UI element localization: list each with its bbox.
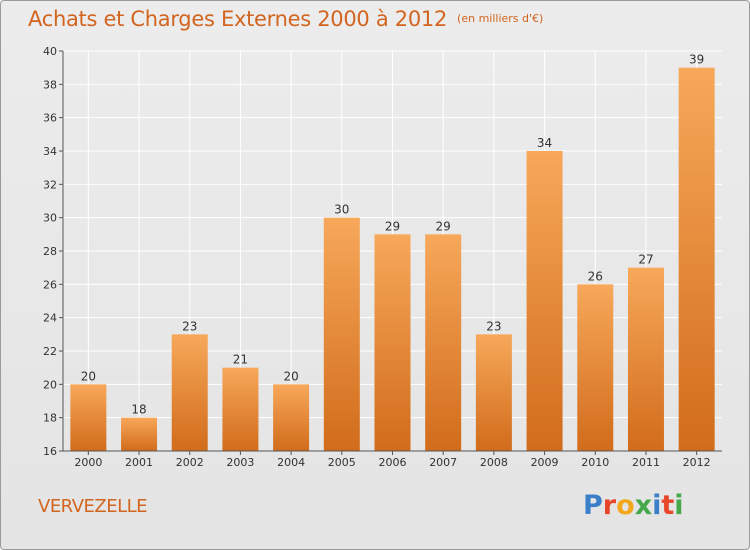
x-tick-label-2010: 2010 [581,456,609,469]
x-tick-label-2007: 2007 [429,456,457,469]
x-tick-label-2001: 2001 [125,456,153,469]
y-tick-label: 16 [43,445,57,458]
bar-2004 [273,384,310,451]
x-tick-label-2008: 2008 [480,456,508,469]
x-tick-label-2003: 2003 [226,456,254,469]
y-tick-label: 26 [43,278,57,291]
bar-2012 [678,67,715,452]
bar-2001 [121,417,158,451]
data-label-2011: 27 [638,253,653,267]
x-tick-label-2009: 2009 [531,456,559,469]
data-label-2008: 23 [486,319,501,333]
logo-letter: P [583,490,603,521]
y-tick-label: 24 [43,312,57,325]
x-tick-label-2004: 2004 [277,456,305,469]
data-label-2009: 34 [537,136,552,150]
bar-2006 [374,234,411,451]
x-tick-label-2000: 2000 [74,456,102,469]
bar-2000 [70,384,107,451]
y-tick-label: 40 [43,45,57,58]
data-label-2005: 30 [334,203,349,217]
bar-2005 [323,217,360,451]
data-label-2004: 20 [283,369,298,383]
commune-name: VERVEZELLE [38,496,148,517]
proxiti-logo[interactable]: Proxiti [583,490,684,521]
bar-2003 [222,367,259,451]
logo-letter: o [616,490,635,521]
data-label-2000: 20 [81,369,96,383]
bar-2007 [425,234,462,451]
axis-layer: 16 18 20 22 24 26 28 30 32 34 36 38 40 2000 2001 2002 20… [43,45,722,469]
y-tick-label: 18 [43,412,57,425]
y-tick-label: 34 [43,145,57,158]
data-label-2006: 29 [385,219,400,233]
bar-2008 [475,334,512,451]
bar-2009 [526,151,563,451]
y-tick-label: 22 [43,345,57,358]
unit-text: (en milliers d'€) [457,12,544,25]
y-tick-label: 28 [43,245,57,258]
y-tick-label: 36 [43,112,57,125]
y-tick-label: 20 [43,378,57,391]
bar-layer: 20 18 23 21 20 30 29 29 23 34 26 27 39 [70,53,715,452]
bar-2002 [171,334,208,451]
data-label-2002: 23 [182,319,197,333]
x-tick-label-2011: 2011 [632,456,660,469]
title-text: Achats et Charges Externes 2000 à 2012 [28,7,448,31]
y-tick-label: 38 [43,78,57,91]
bar-2010 [577,284,614,451]
logo-letter: r [602,490,617,521]
x-tick-label-2005: 2005 [328,456,356,469]
data-label-2001: 18 [131,403,146,417]
data-label-2007: 29 [436,219,451,233]
y-tick-label: 30 [43,212,57,225]
logo-letter: t [661,490,675,521]
logo-letter: i [674,490,684,521]
data-label-2012: 39 [689,53,704,67]
x-tick-label-2006: 2006 [379,456,407,469]
chart-title: Achats et Charges Externes 2000 à 2012 (e… [28,7,543,31]
x-tick-label-2002: 2002 [176,456,204,469]
logo-letter: x [634,490,653,521]
logo-letter: i [652,490,662,521]
data-label-2003: 21 [233,353,248,367]
x-tick-label-2012: 2012 [683,456,711,469]
data-label-2010: 26 [588,269,603,283]
y-tick-label: 32 [43,178,57,191]
bar-2011 [627,267,664,451]
